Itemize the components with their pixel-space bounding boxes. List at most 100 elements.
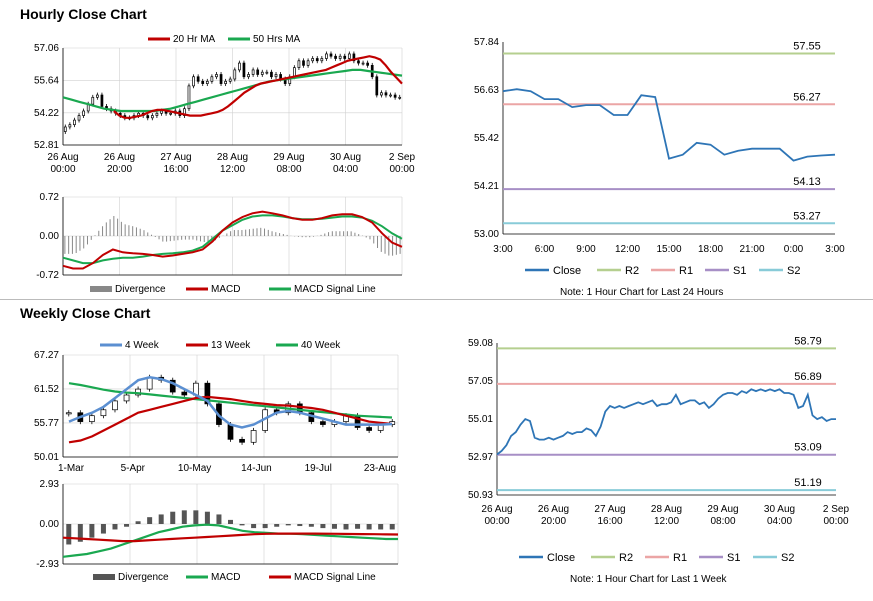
hourly-price-x-tick: 2 Sep 00:00 bbox=[389, 152, 416, 175]
pivot24-legend-close-label: Close bbox=[553, 265, 581, 277]
weekly-divergence-bar bbox=[158, 514, 164, 524]
hourly-price-candle bbox=[247, 74, 250, 78]
weekly-macd-line bbox=[62, 523, 398, 558]
hourly-price-candle bbox=[306, 60, 310, 66]
pivot24-x-tick: 21:00 bbox=[739, 244, 764, 255]
hourly-legend-ma20-label: 20 Hr MA bbox=[173, 34, 216, 45]
hourly-price-candle bbox=[210, 76, 214, 82]
pivotweek-x-tick: 26 Aug 00:00 bbox=[481, 504, 512, 527]
hourly-price-candle bbox=[96, 94, 99, 98]
hourly-price-candle bbox=[187, 85, 191, 110]
weekly-divergence-bar bbox=[124, 524, 130, 527]
hourly-price-candle bbox=[68, 124, 72, 128]
weekly-price-x-tick: 19-Jul bbox=[305, 463, 332, 474]
hourly-macd-legend-macd-swatch bbox=[186, 287, 208, 291]
weekly-macd-legend-divergence-swatch bbox=[93, 574, 115, 580]
pivot24-level-s2-label: 53.27 bbox=[793, 210, 821, 222]
hourly-price-candle bbox=[251, 69, 255, 75]
weekly-divergence-bar bbox=[147, 517, 153, 524]
hourly-price-y-tick: 57.06 bbox=[34, 43, 59, 54]
hourly-price-candle bbox=[393, 94, 397, 98]
pivot24-x-tick: 6:00 bbox=[535, 244, 555, 255]
hourly-price-candle bbox=[183, 108, 186, 116]
hourly-legend-ma20-swatch bbox=[148, 37, 170, 41]
hourly-legend-ma50-label: 50 Hrs MA bbox=[253, 34, 301, 45]
weekly-divergence-bar bbox=[112, 524, 118, 530]
hourly-price-x-tick: 28 Aug 12:00 bbox=[217, 152, 248, 175]
hourly-price-candle bbox=[325, 53, 328, 59]
hourly-price-candle bbox=[389, 94, 392, 97]
weekly-divergence-bar bbox=[181, 510, 187, 524]
hourly-price-candle bbox=[242, 62, 246, 78]
weekly-divergence-bar bbox=[216, 514, 222, 524]
hourly-macd-signal-line bbox=[62, 214, 403, 265]
weekly-price-x-tick: 1-Mar bbox=[58, 463, 85, 474]
weekly-price-candle bbox=[123, 394, 130, 402]
weekly-divergence-bar bbox=[389, 524, 395, 530]
hourly-price-candle bbox=[150, 115, 154, 119]
weekly-macd-legend-macd-label: MACD bbox=[211, 572, 240, 583]
weekly-divergence-bar bbox=[308, 524, 314, 527]
hourly-price-candle bbox=[228, 78, 232, 82]
hourly-price-y-tick: 55.64 bbox=[34, 75, 59, 86]
pivot24-level-r2-label: 57.55 bbox=[793, 41, 821, 53]
hourly-price-candle bbox=[169, 112, 173, 115]
weekly-price-candle bbox=[65, 412, 72, 415]
hourly-macd-legend-divergence-label: Divergence bbox=[115, 284, 166, 295]
pivot24-legend-r2-label: R2 bbox=[625, 265, 639, 277]
hourly-macd-legend-macd-label: MACD bbox=[211, 284, 240, 295]
pivotweek-legend-s2-label: S2 bbox=[781, 552, 794, 564]
pivotweek-legend-r1-label: R1 bbox=[673, 552, 687, 564]
pivot24-close-line bbox=[502, 88, 836, 162]
pivotweek-x-tick: 29 Aug 08:00 bbox=[707, 504, 738, 527]
hourly-price-candle bbox=[192, 76, 195, 87]
hourly-price-candle bbox=[334, 55, 337, 59]
pivotweek-x-tick: 28 Aug 12:00 bbox=[651, 504, 682, 527]
weekly-price-x-tick: 14-Jun bbox=[241, 463, 272, 474]
hourly-macd-legend-signal-swatch bbox=[269, 287, 291, 291]
weekly-divergence-bar bbox=[193, 510, 199, 524]
pivotweek-note: Note: 1 Hour Chart for Last 1 Week bbox=[570, 574, 727, 585]
hourly-price-candle bbox=[233, 69, 237, 80]
hourly-price-candle bbox=[357, 60, 360, 64]
weekly-divergence-bar bbox=[378, 524, 384, 530]
hourly-ma20-line bbox=[113, 55, 403, 119]
pivotweek-level-s1-label: 53.09 bbox=[794, 442, 822, 454]
pivotweek-level-r1-label: 56.89 bbox=[794, 371, 822, 383]
hourly-price-candle bbox=[82, 110, 85, 116]
weekly-legend-40w-label: 40 Week bbox=[301, 340, 341, 351]
weekly-divergence-bar bbox=[251, 524, 257, 529]
pivot24-y-tick: 54.21 bbox=[474, 181, 499, 192]
weekly-divergence-bar bbox=[204, 511, 210, 524]
pivotweek-y-tick: 59.08 bbox=[468, 338, 493, 349]
weekly-divergence-bar bbox=[135, 521, 141, 524]
weekly-price-y-tick: 67.27 bbox=[34, 350, 59, 361]
hourly-macd-y-tick: 0.72 bbox=[40, 192, 60, 203]
weekly-price-candle bbox=[204, 382, 211, 405]
weekly-divergence-bar bbox=[228, 519, 233, 524]
hourly-price-candle bbox=[352, 53, 356, 62]
hourly-section-title: Hourly Close Chart bbox=[20, 6, 147, 22]
weekly-divergence-bar bbox=[274, 524, 280, 527]
weekly-price-candle bbox=[227, 424, 234, 440]
pivot24-level-r1-label: 56.27 bbox=[793, 91, 821, 103]
hourly-price-candle bbox=[329, 53, 333, 57]
weekly-divergence-bar bbox=[77, 524, 83, 542]
hourly-price-y-tick: 54.22 bbox=[34, 108, 59, 119]
hourly-price-candle bbox=[347, 53, 351, 59]
hourly-price-candle bbox=[73, 119, 76, 126]
pivot24-y-tick: 55.42 bbox=[474, 133, 499, 144]
hourly-price-candle bbox=[366, 62, 369, 66]
weekly-price-candle bbox=[100, 409, 107, 417]
hourly-price-candle bbox=[201, 80, 205, 84]
hourly-macd-y-tick: 0.00 bbox=[40, 231, 60, 242]
hourly-price-candle bbox=[380, 92, 383, 96]
pivot24-y-tick: 53.00 bbox=[474, 229, 499, 240]
weekly-price-candle bbox=[366, 427, 372, 431]
pivotweek-legend-s1-label: S1 bbox=[727, 552, 740, 564]
weekly-divergence-bar bbox=[262, 524, 268, 529]
pivot24-x-tick: 12:00 bbox=[615, 244, 640, 255]
hourly-price-candle bbox=[311, 58, 315, 62]
hourly-macd-legend-divergence-swatch bbox=[90, 286, 112, 292]
